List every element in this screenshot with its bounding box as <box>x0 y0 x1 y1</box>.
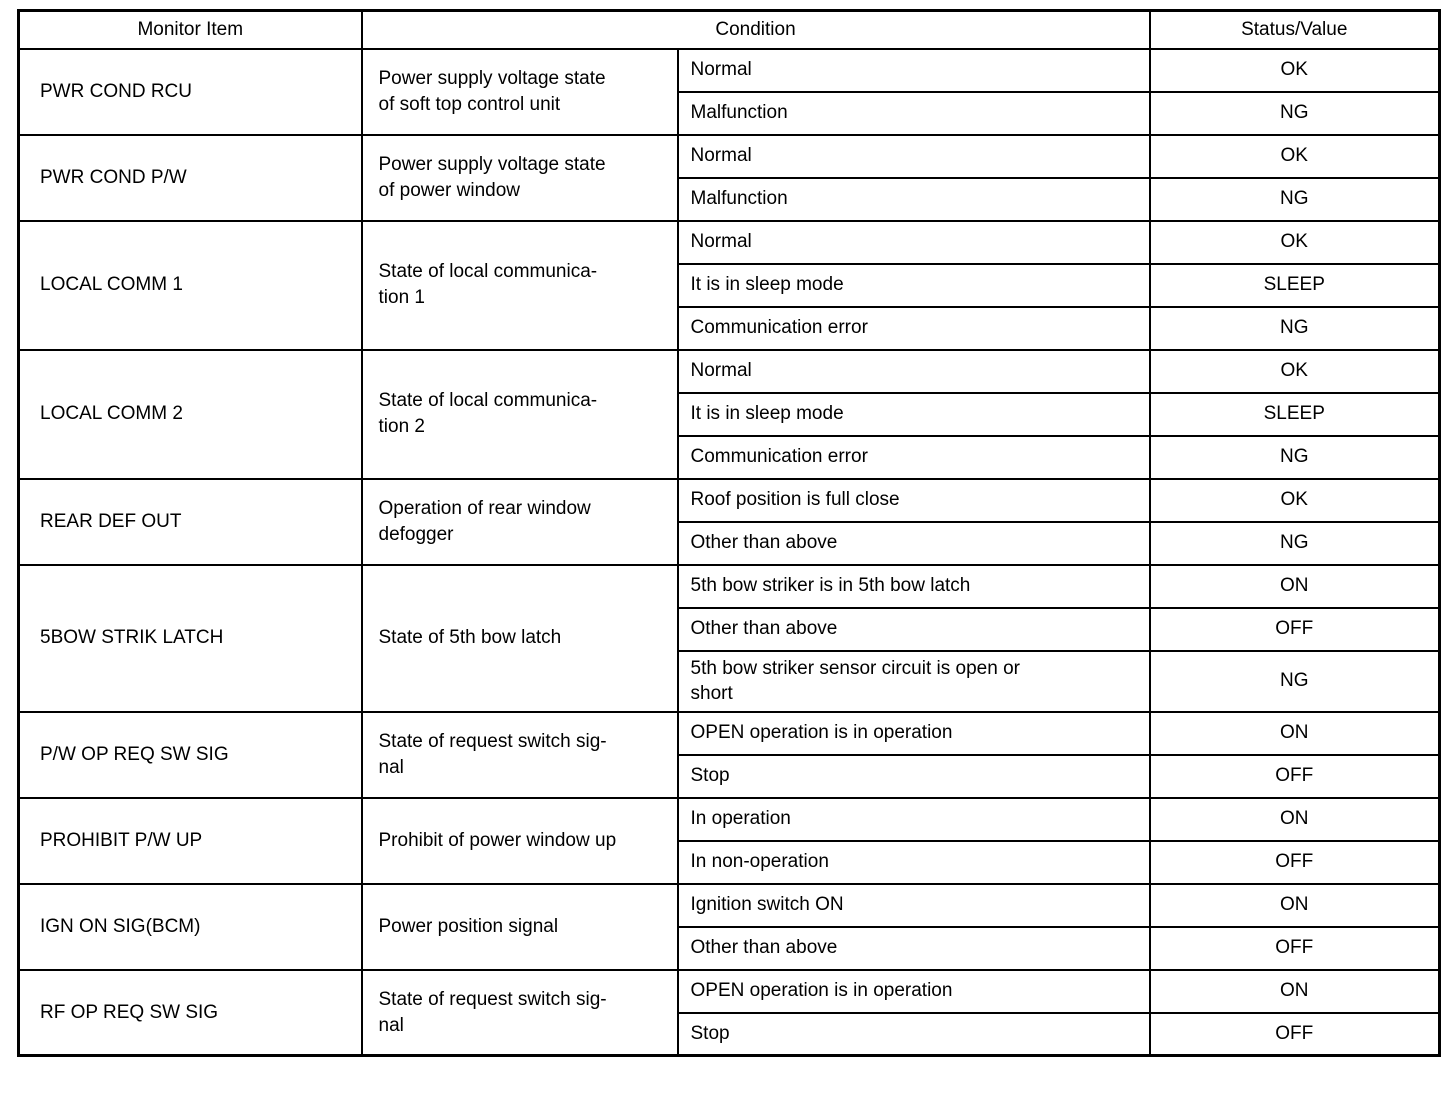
monitor-item-cell: RF OP REQ SW SIG <box>17 968 363 1057</box>
table-row: LOCAL COMM 1 State of local communica- ti… <box>17 219 1441 351</box>
header-row: Monitor Item Condition Status/Value <box>17 9 1441 50</box>
condition-cell: Normal <box>676 47 1151 93</box>
status-value-cell: OK <box>1148 219 1441 265</box>
table-row: In non-operation OFF <box>19 839 1441 885</box>
table-row: RF OP REQ SW SIG State of request switch … <box>17 968 1441 1057</box>
status-value-cell: ON <box>1148 968 1441 1014</box>
table-header: Monitor Item Condition Status/Value <box>17 9 1441 50</box>
table-row: It is in sleep mode SLEEP <box>19 262 1441 308</box>
status-value-cell: ON <box>1148 710 1441 756</box>
condition-cell: Normal <box>676 348 1151 394</box>
condition-description-cell: State of local communica- tion 1 <box>360 219 679 351</box>
condition-cell: Normal <box>676 219 1151 265</box>
condition-cell: 5th bow striker is in 5th bow latch <box>676 563 1151 609</box>
status-value-cell: OFF <box>1148 1011 1441 1057</box>
status-value-cell: NG <box>1148 90 1441 136</box>
table-row: REAR DEF OUT Operation of rear window def… <box>17 477 1441 566</box>
status-value-cell: ON <box>1148 563 1441 609</box>
status-value-cell: OK <box>1148 133 1441 179</box>
monitor-item-cell: P/W OP REQ SW SIG <box>17 710 363 799</box>
monitor-item-cell: IGN ON SIG(BCM) <box>17 882 363 971</box>
table-row: P/W OP REQ SW SIG State of request switch… <box>17 710 1441 799</box>
status-value-cell: OFF <box>1148 606 1441 652</box>
table-row: Other than above OFF <box>19 606 1441 652</box>
table-row: Malfunction NG <box>19 176 1441 222</box>
status-value-cell: NG <box>1148 520 1441 566</box>
condition-description-cell: Prohibit of power window up <box>360 796 679 885</box>
status-value-cell: ON <box>1148 882 1441 928</box>
status-value-cell: OK <box>1148 477 1441 523</box>
condition-description-cell: Operation of rear window defogger <box>360 477 679 566</box>
status-value-cell: NG <box>1148 305 1441 351</box>
table-row: Stop OFF <box>19 1011 1441 1057</box>
monitor-items-table: Monitor Item Condition Status/Value PWR … <box>17 9 1441 1058</box>
condition-cell: Malfunction <box>676 176 1151 222</box>
table-row: 5BOW STRIK LATCH State of 5th bow latch 5t… <box>17 563 1441 713</box>
monitor-item-cell: LOCAL COMM 1 <box>17 219 363 351</box>
table-row: Communication error NG <box>19 434 1441 480</box>
monitor-table-body: PWR COND RCU Power supply voltage state o… <box>17 47 1441 1057</box>
table-row: Malfunction NG <box>19 90 1441 136</box>
status-value-cell: OFF <box>1148 839 1441 885</box>
condition-cell: Ignition switch ON <box>676 882 1151 928</box>
header-monitor-item: Monitor Item <box>17 9 363 50</box>
condition-cell: In operation <box>676 796 1151 842</box>
condition-cell: OPEN operation is in operation <box>676 968 1151 1014</box>
condition-cell: In non-operation <box>676 839 1151 885</box>
status-value-cell: NG <box>1148 434 1441 480</box>
condition-cell: It is in sleep mode <box>676 262 1151 308</box>
status-value-cell: SLEEP <box>1148 391 1441 437</box>
condition-cell: Other than above <box>676 925 1151 971</box>
monitor-item-cell: PWR COND P/W <box>17 133 363 222</box>
monitor-item-cell: REAR DEF OUT <box>17 477 363 566</box>
header-status-value: Status/Value <box>1148 9 1441 50</box>
table-row: PWR COND P/W Power supply voltage state o… <box>17 133 1441 222</box>
condition-cell: Other than above <box>676 606 1151 652</box>
condition-cell: Communication error <box>676 305 1151 351</box>
table-row: PROHIBIT P/W UP Prohibit of power window … <box>17 796 1441 885</box>
table-row: Other than above NG <box>19 520 1441 566</box>
header-condition: Condition <box>360 9 1151 50</box>
condition-cell: Stop <box>676 753 1151 799</box>
condition-cell: Normal <box>676 133 1151 179</box>
status-value-cell: OK <box>1148 348 1441 394</box>
status-value-cell: OFF <box>1148 753 1441 799</box>
status-value-cell: OFF <box>1148 925 1441 971</box>
table-row: Communication error NG <box>19 305 1441 351</box>
table-row: LOCAL COMM 2 State of local communica- ti… <box>17 348 1441 480</box>
monitor-item-cell: PROHIBIT P/W UP <box>17 796 363 885</box>
condition-cell: OPEN operation is in operation <box>676 710 1151 756</box>
table-row: IGN ON SIG(BCM) Power position signal Igni… <box>17 882 1441 971</box>
table-row: Other than above OFF <box>19 925 1441 971</box>
condition-description-cell: Power supply voltage state of soft top c… <box>360 47 679 136</box>
condition-cell: Roof position is full close <box>676 477 1151 523</box>
monitor-item-cell: PWR COND RCU <box>17 47 363 136</box>
condition-description-cell: Power supply voltage state of power wind… <box>360 133 679 222</box>
condition-cell: It is in sleep mode <box>676 391 1151 437</box>
monitor-item-cell: 5BOW STRIK LATCH <box>17 563 363 713</box>
condition-cell: 5th bow striker sensor circuit is open o… <box>676 649 1151 713</box>
status-value-cell: NG <box>1148 176 1441 222</box>
condition-description-cell: State of request switch sig- nal <box>360 968 679 1057</box>
table-row: 5th bow striker sensor circuit is open o… <box>19 649 1441 713</box>
condition-description-cell: State of 5th bow latch <box>360 563 679 713</box>
condition-description-cell: State of request switch sig- nal <box>360 710 679 799</box>
status-value-cell: OK <box>1148 47 1441 93</box>
table-row: Stop OFF <box>19 753 1441 799</box>
condition-cell: Other than above <box>676 520 1151 566</box>
condition-cell: Malfunction <box>676 90 1151 136</box>
condition-description-cell: State of local communica- tion 2 <box>360 348 679 480</box>
table-row: It is in sleep mode SLEEP <box>19 391 1441 437</box>
status-value-cell: ON <box>1148 796 1441 842</box>
monitor-item-cell: LOCAL COMM 2 <box>17 348 363 480</box>
status-value-cell: SLEEP <box>1148 262 1441 308</box>
condition-cell: Stop <box>676 1011 1151 1057</box>
status-value-cell: NG <box>1148 649 1441 713</box>
table-row: PWR COND RCU Power supply voltage state o… <box>17 47 1441 136</box>
condition-cell: Communication error <box>676 434 1151 480</box>
condition-description-cell: Power position signal <box>360 882 679 971</box>
